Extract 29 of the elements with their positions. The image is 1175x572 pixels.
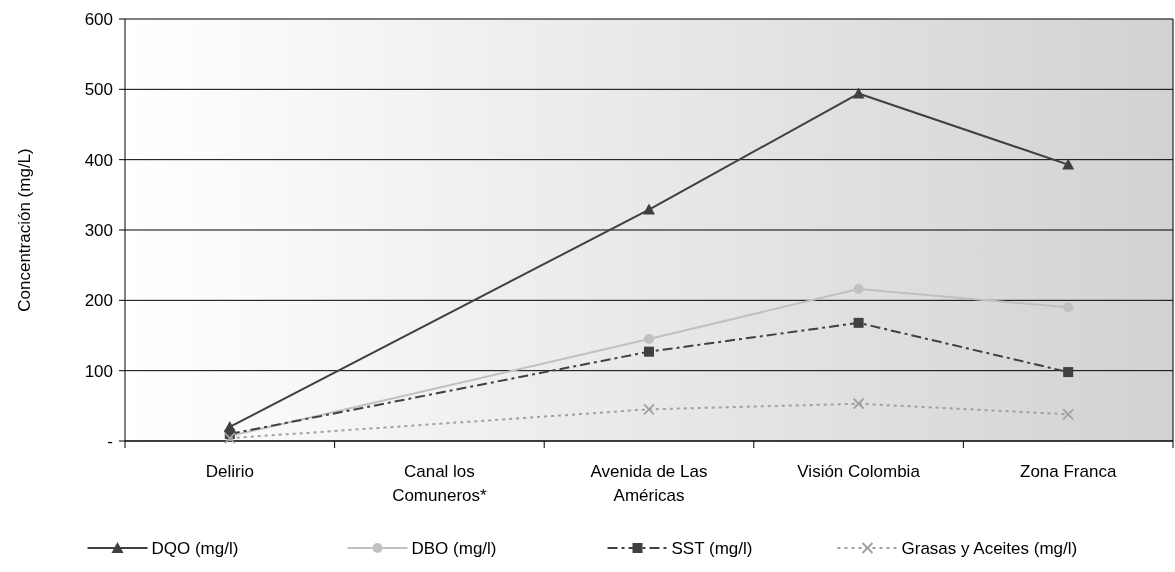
y-tick-label: 300 [84,220,113,240]
x-tick-label: Zona Franca [1020,462,1117,481]
x-tick-label: Visión Colombia [797,462,921,481]
legend-label: SST (mg/l) [671,538,753,558]
y-tick-label: - [107,431,113,451]
y-tick-label: 100 [84,361,113,381]
y-axis-title: Concentración (mg/L) [14,148,34,312]
y-tick-label: 200 [84,291,113,311]
point [1062,408,1075,421]
y-tick-label: 600 [84,9,113,29]
x-tick-label: Canal los Comuneros* [392,462,488,505]
x-tick-label: Delirio [205,462,254,481]
point [1062,158,1075,170]
y-tick-label: 500 [84,80,113,100]
point [1063,302,1074,313]
legend-label: DQO (mg/l) [151,538,239,558]
legend-label: Grasas y Aceites (mg/l) [901,538,1078,558]
point [853,317,864,328]
point [644,334,654,345]
point [644,346,654,357]
point [852,87,865,99]
point [643,403,655,416]
y-tick-label: 400 [84,150,113,170]
point [1063,367,1074,378]
x-tick-label: Avenida de Las Américas [590,462,708,505]
point [852,397,865,410]
point [643,203,655,215]
legend-label: DBO (mg/l) [411,538,497,558]
point [853,284,864,295]
